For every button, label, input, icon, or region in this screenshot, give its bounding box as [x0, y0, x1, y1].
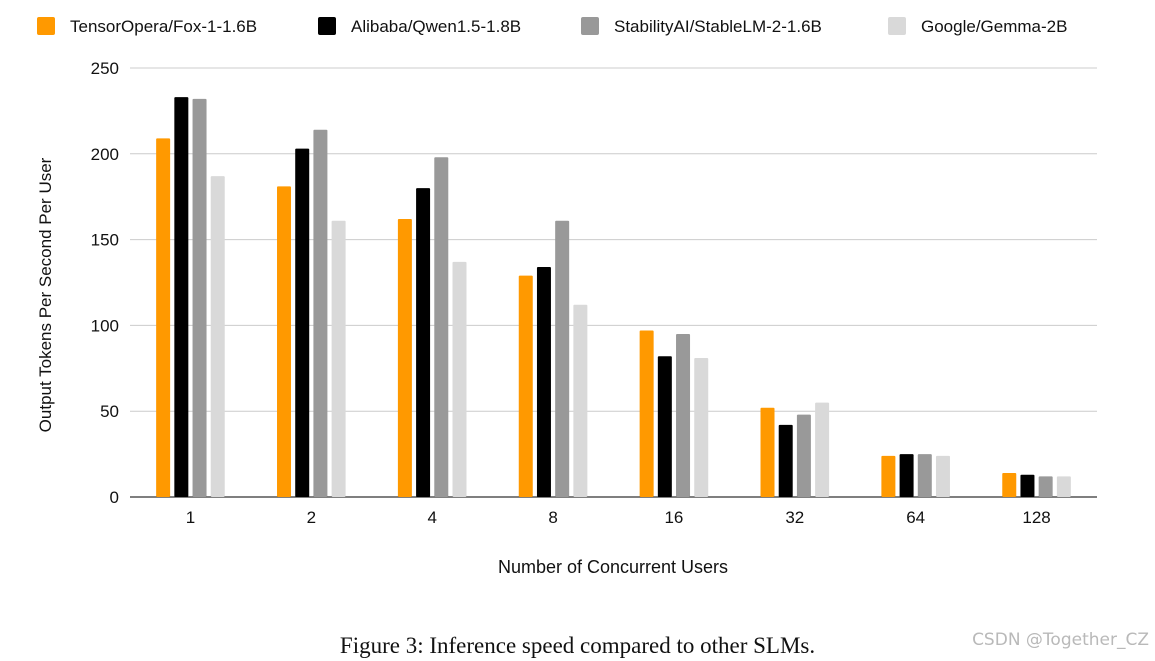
bar — [452, 261, 467, 497]
bar — [760, 407, 775, 497]
bar — [174, 97, 189, 497]
bar — [210, 176, 225, 497]
y-tick-label: 200 — [91, 145, 119, 164]
bar-chart: TensorOpera/Fox-1-1.6B Alibaba/Qwen1.5-1.… — [36, 17, 1097, 577]
x-tick-label: 16 — [664, 508, 683, 527]
x-axis-label: Number of Concurrent Users — [498, 557, 728, 577]
bar — [1020, 474, 1035, 497]
bar — [277, 186, 292, 498]
y-tick-label: 250 — [91, 59, 119, 78]
y-tick-label: 150 — [91, 231, 119, 250]
x-tick-label: 1 — [186, 508, 195, 527]
legend: TensorOpera/Fox-1-1.6B Alibaba/Qwen1.5-1.… — [37, 17, 1067, 36]
bar — [899, 454, 914, 497]
bar — [536, 267, 551, 497]
bar — [156, 138, 171, 497]
y-tick-label: 100 — [91, 316, 119, 335]
y-axis-label: Output Tokens Per Second Per User — [36, 157, 55, 432]
bar — [416, 188, 431, 497]
bar — [796, 414, 811, 497]
legend-label: StabilityAI/StableLM-2-1.6B — [614, 17, 822, 36]
x-tick-label: 8 — [548, 508, 557, 527]
watermark: CSDN @Together_CZ — [972, 630, 1149, 650]
legend-item: TensorOpera/Fox-1-1.6B — [37, 17, 257, 36]
bar — [778, 424, 793, 497]
bar — [192, 98, 207, 497]
x-tick-label: 2 — [307, 508, 316, 527]
bar — [313, 129, 328, 497]
legend-item: StabilityAI/StableLM-2-1.6B — [581, 17, 822, 36]
bar — [1038, 476, 1053, 497]
bar — [434, 157, 449, 497]
x-tick-label: 128 — [1022, 508, 1050, 527]
bar — [555, 220, 570, 497]
legend-item: Alibaba/Qwen1.5-1.8B — [318, 17, 521, 36]
bar — [1002, 472, 1017, 497]
bar — [639, 330, 654, 497]
bar — [295, 148, 310, 498]
x-tick-label: 64 — [906, 508, 925, 527]
x-axis-ticks: 1 2 4 8 16 32 64 128 — [186, 508, 1051, 527]
x-tick-label: 32 — [785, 508, 804, 527]
bar — [657, 356, 672, 497]
bar — [518, 275, 533, 497]
legend-item: Google/Gemma-2B — [888, 17, 1067, 36]
y-tick-label: 50 — [100, 402, 119, 421]
bar — [397, 219, 412, 497]
bar — [815, 402, 830, 497]
bar — [1056, 476, 1071, 497]
legend-label: Alibaba/Qwen1.5-1.8B — [351, 17, 521, 36]
x-tick-label: 4 — [427, 508, 436, 527]
legend-swatch — [888, 17, 906, 35]
legend-swatch — [318, 17, 336, 35]
gridlines — [130, 67, 1097, 498]
y-tick-label: 0 — [110, 488, 119, 507]
legend-swatch — [37, 17, 55, 35]
bar — [676, 333, 691, 497]
legend-swatch — [581, 17, 599, 35]
bar — [881, 455, 896, 497]
legend-label: TensorOpera/Fox-1-1.6B — [70, 17, 257, 36]
bar — [694, 358, 709, 497]
bar — [573, 304, 588, 497]
bar — [935, 455, 950, 497]
bars — [156, 97, 1071, 498]
figure-caption: Figure 3: Inference speed compared to ot… — [339, 633, 816, 658]
bar — [331, 220, 346, 497]
legend-label: Google/Gemma-2B — [921, 17, 1067, 36]
y-axis-ticks: 0 50 100 150 200 250 — [91, 59, 119, 507]
bar — [917, 454, 932, 497]
